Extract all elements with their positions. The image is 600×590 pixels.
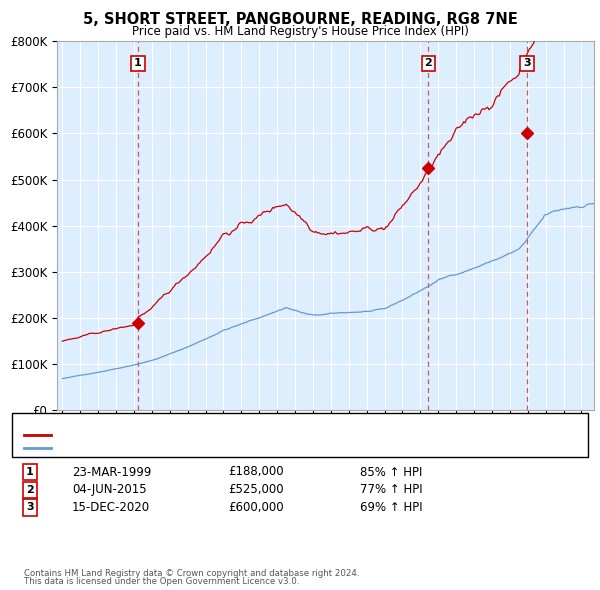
Text: 85% ↑ HPI: 85% ↑ HPI	[360, 466, 422, 478]
Text: 3: 3	[26, 503, 34, 512]
Text: 77% ↑ HPI: 77% ↑ HPI	[360, 483, 422, 496]
Text: 2: 2	[425, 58, 433, 68]
Text: 23-MAR-1999: 23-MAR-1999	[72, 466, 151, 478]
Text: This data is licensed under the Open Government Licence v3.0.: This data is licensed under the Open Gov…	[24, 578, 299, 586]
Text: 2: 2	[26, 485, 34, 494]
Text: 5, SHORT STREET, PANGBOURNE, READING, RG8 7NE: 5, SHORT STREET, PANGBOURNE, READING, RG…	[83, 12, 517, 27]
Text: 3: 3	[523, 58, 531, 68]
Text: 69% ↑ HPI: 69% ↑ HPI	[360, 501, 422, 514]
Text: £525,000: £525,000	[228, 483, 284, 496]
Text: HPI: Average price, semi-detached house, West Berkshire: HPI: Average price, semi-detached house,…	[54, 444, 354, 453]
Text: 04-JUN-2015: 04-JUN-2015	[72, 483, 146, 496]
Text: Price paid vs. HM Land Registry's House Price Index (HPI): Price paid vs. HM Land Registry's House …	[131, 25, 469, 38]
Text: 5, SHORT STREET, PANGBOURNE, READING, RG8 7NE (semi-detached house): 5, SHORT STREET, PANGBOURNE, READING, RG…	[54, 431, 455, 440]
Text: £188,000: £188,000	[228, 466, 284, 478]
Text: £600,000: £600,000	[228, 501, 284, 514]
Text: 1: 1	[26, 467, 34, 477]
Text: Contains HM Land Registry data © Crown copyright and database right 2024.: Contains HM Land Registry data © Crown c…	[24, 569, 359, 578]
Text: 15-DEC-2020: 15-DEC-2020	[72, 501, 150, 514]
Text: 1: 1	[134, 58, 142, 68]
